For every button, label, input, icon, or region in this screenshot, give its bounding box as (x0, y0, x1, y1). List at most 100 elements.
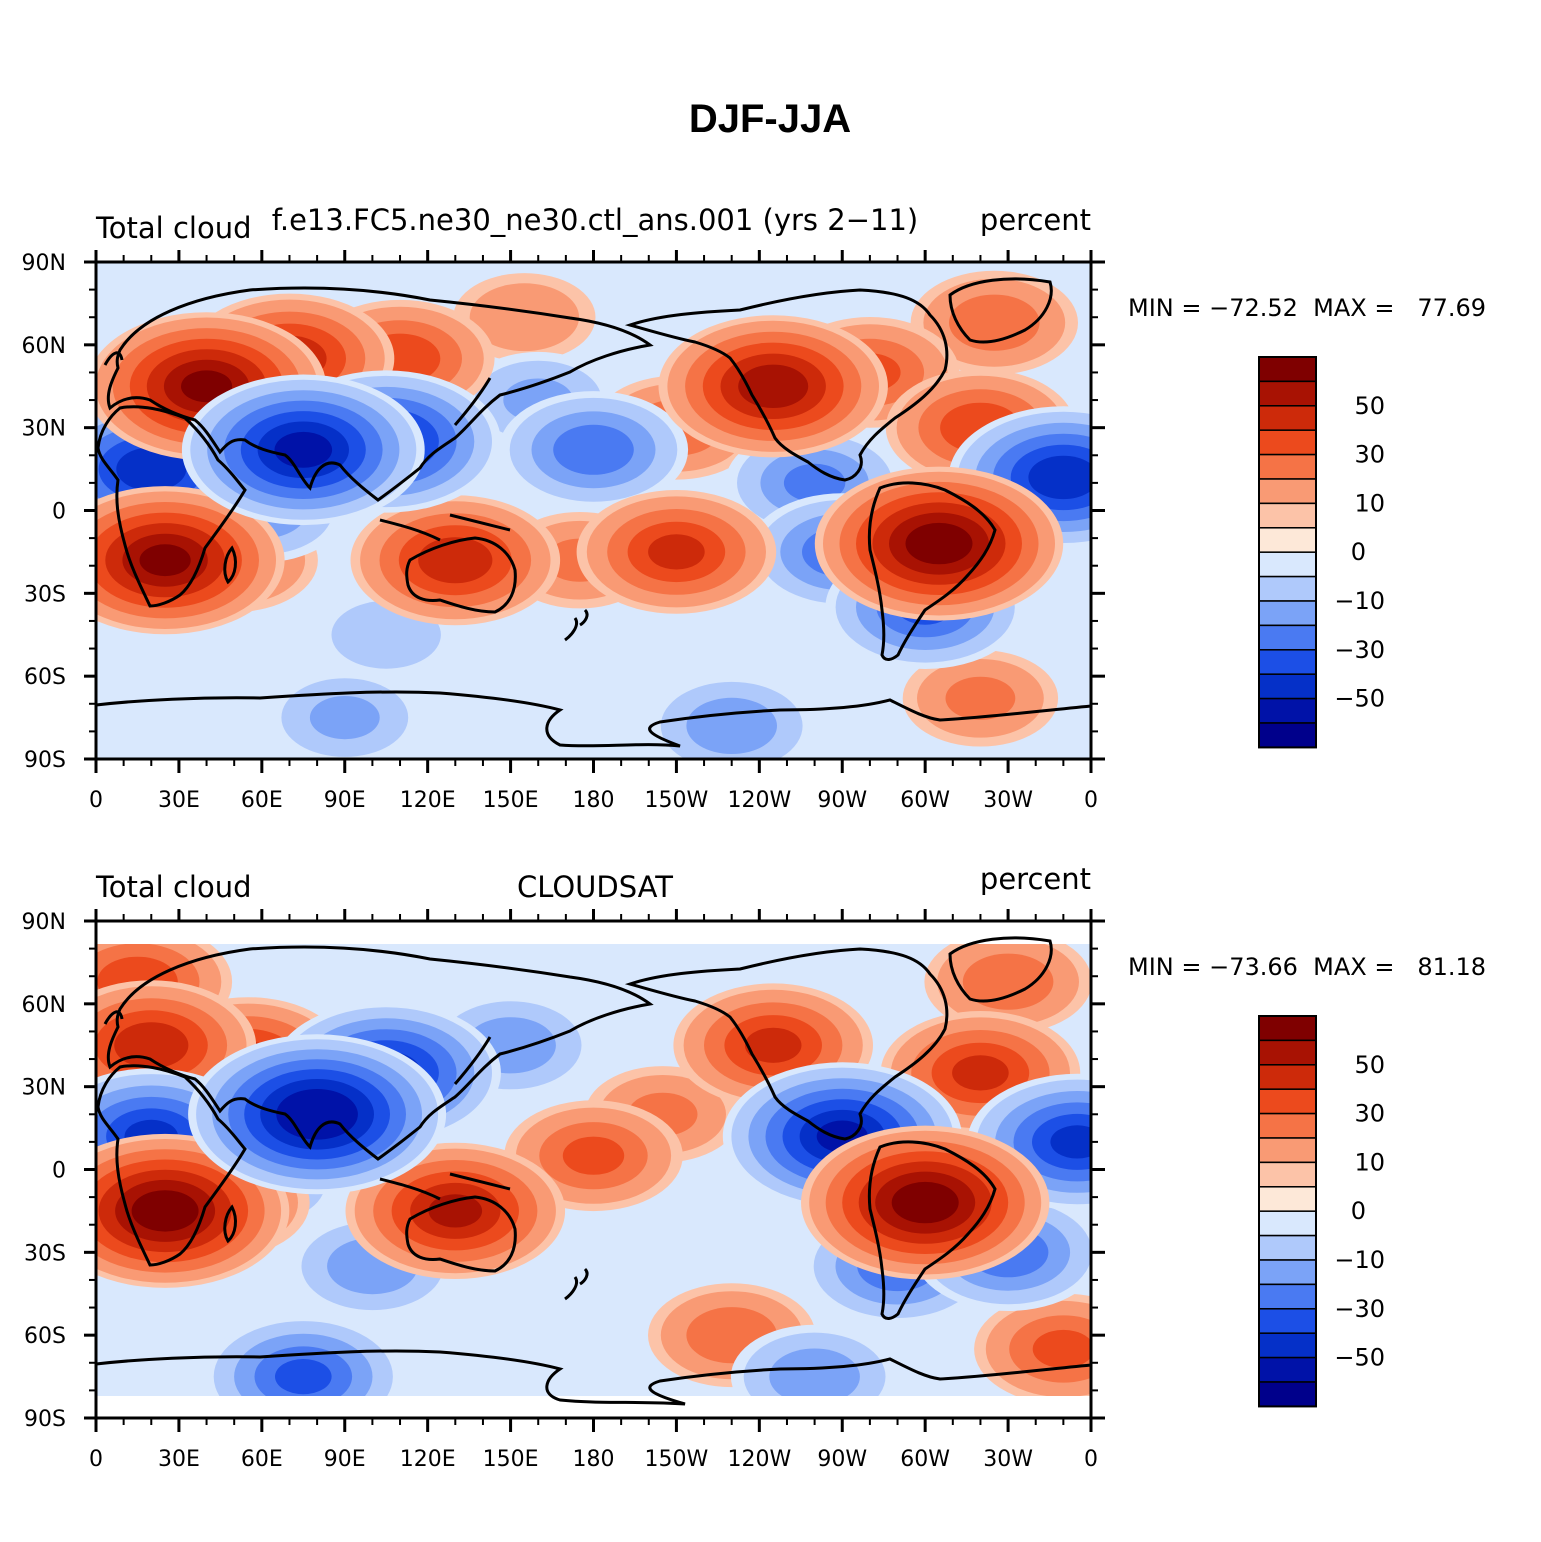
contour-region (309, 696, 380, 740)
contour-region (469, 283, 580, 352)
contour-region (891, 1181, 959, 1224)
lon-tick-label: 150E (483, 1447, 539, 1472)
contour-region (949, 294, 1040, 351)
panel-stats: MIN = −73.66 MAX = 81.18 (1128, 953, 1486, 981)
coast-antarctica (96, 1349, 1091, 1406)
colorbar-label: 0 (1351, 1197, 1366, 1225)
colorbar-box (1258, 380, 1317, 407)
lat-tick-label: 30S (24, 1241, 66, 1266)
colorbar-box (1258, 1259, 1317, 1286)
contour-region (274, 431, 333, 468)
coast-africa (96, 405, 247, 608)
lat-tick-label: 90S (24, 1407, 66, 1432)
colorbar-box (1258, 1039, 1317, 1066)
coast-madagascar (223, 545, 237, 585)
contour-region (116, 447, 187, 491)
lon-tick-label: 120E (400, 1447, 456, 1472)
colorbar-frame (1258, 1015, 1317, 1408)
colorbar-label: −30 (1334, 1295, 1385, 1323)
coast-japan (453, 377, 492, 426)
colorbar-box (1258, 1234, 1317, 1261)
contour-region (131, 1190, 199, 1232)
colorbar-box (1258, 1112, 1317, 1139)
contour-fill (96, 944, 1091, 1396)
colorbar-box (1258, 1088, 1317, 1115)
lon-tick-label: 60W (900, 788, 950, 813)
lon-tick-label: 120E (400, 788, 456, 813)
colorbar-box (1258, 356, 1317, 383)
panel-center-label: f.e13.FC5.ne30_ne30.ctl_ans.001 (yrs 2−1… (272, 203, 918, 237)
lon-tick-label: 150W (645, 788, 709, 813)
lon-tick-label: 180 (573, 788, 615, 813)
coast-greenland (948, 936, 1053, 1003)
coast-africa (96, 1064, 247, 1267)
coast-north-america (624, 947, 949, 1141)
axis-ticks: 90N 60N 30N 0 30S 60S 90S 0 30E 60E 90E 120E 150E 180… (22, 909, 1105, 1472)
lon-tick-label: 90W (817, 788, 867, 813)
panel-stats: MIN = −72.52 MAX = 77.69 (1128, 294, 1486, 322)
lat-tick-label: 0 (52, 500, 66, 525)
colorbar-label: 0 (1351, 538, 1366, 566)
lat-tick-label: 30S (24, 582, 66, 607)
figure-title: DJF-JJA (689, 97, 851, 141)
colorbar-box (1258, 453, 1317, 480)
colorbar-box (1258, 673, 1317, 700)
lat-tick-label: 60N (22, 993, 66, 1018)
contour-region (962, 953, 1054, 1010)
lat-tick-label: 60S (24, 665, 66, 690)
colorbar-box (1258, 1381, 1317, 1408)
lon-tick-label: 90E (324, 788, 366, 813)
panel-model: Total cloud f.e13.FC5.ne30_ne30.ctl_ans.… (22, 203, 1487, 813)
colorbar-box (1258, 1332, 1317, 1359)
colorbar-label: −50 (1334, 1344, 1385, 1372)
colorbar-label: 10 (1354, 1148, 1385, 1176)
lat-tick-label: 90N (22, 910, 66, 935)
colorbar-label: −10 (1334, 1246, 1385, 1274)
colorbar: 50 30 10 0 −10 −30 −50 (1258, 356, 1385, 749)
lon-tick-label: 30E (158, 1447, 200, 1472)
coast-greenland (948, 277, 1053, 344)
coast-madagascar (223, 1204, 237, 1244)
colorbar-label: 50 (1354, 392, 1385, 420)
lon-tick-label: 0 (1084, 1447, 1098, 1472)
colorbar-box (1258, 502, 1317, 529)
lon-tick-label: 120W (727, 788, 791, 813)
colorbar-box (1258, 722, 1317, 749)
contour-region (686, 697, 777, 755)
colorbar-box (1258, 600, 1317, 627)
colorbar-box (1258, 1015, 1317, 1042)
coast-indonesia (379, 513, 511, 542)
colorbar-box (1258, 1064, 1317, 1090)
lon-tick-label: 90E (324, 1447, 366, 1472)
lon-tick-label: 0 (89, 1447, 103, 1472)
panel-right-label: percent (980, 862, 1091, 896)
lon-tick-label: 30E (158, 788, 200, 813)
colorbar-box (1258, 1186, 1317, 1212)
lat-tick-label: 60N (22, 334, 66, 359)
contour-region (769, 1348, 860, 1396)
coast-australia (405, 1195, 517, 1273)
coast-japan (453, 1036, 492, 1085)
lon-tick-label: 60E (241, 1447, 283, 1472)
contour-region (783, 463, 846, 502)
colorbar-label: 10 (1354, 489, 1385, 517)
contour-region (1028, 455, 1091, 500)
colorbar-box (1258, 1308, 1317, 1334)
coast-new-zealand (564, 1267, 589, 1301)
lat-tick-label: 30N (22, 1076, 66, 1101)
axis-ticks: 90N 60N 30N 0 30S 60S 90S 0 30E 60E 90E 120E 150E 180… (22, 250, 1105, 813)
contour-region (1050, 1125, 1091, 1159)
panel-left-label: Total cloud (95, 211, 251, 245)
panel-right-label: percent (980, 203, 1091, 237)
colorbar-label: 50 (1354, 1051, 1385, 1079)
contour-region (428, 1194, 483, 1228)
colorbar-label: −10 (1334, 587, 1385, 615)
lon-tick-label: 30W (983, 788, 1033, 813)
contour-region (562, 1136, 625, 1175)
heatmap-field (96, 262, 1091, 759)
colorbar-label: 30 (1354, 441, 1385, 469)
heatmap-field (96, 944, 1091, 1396)
contour-region (275, 1359, 332, 1395)
lon-tick-label: 60E (241, 788, 283, 813)
